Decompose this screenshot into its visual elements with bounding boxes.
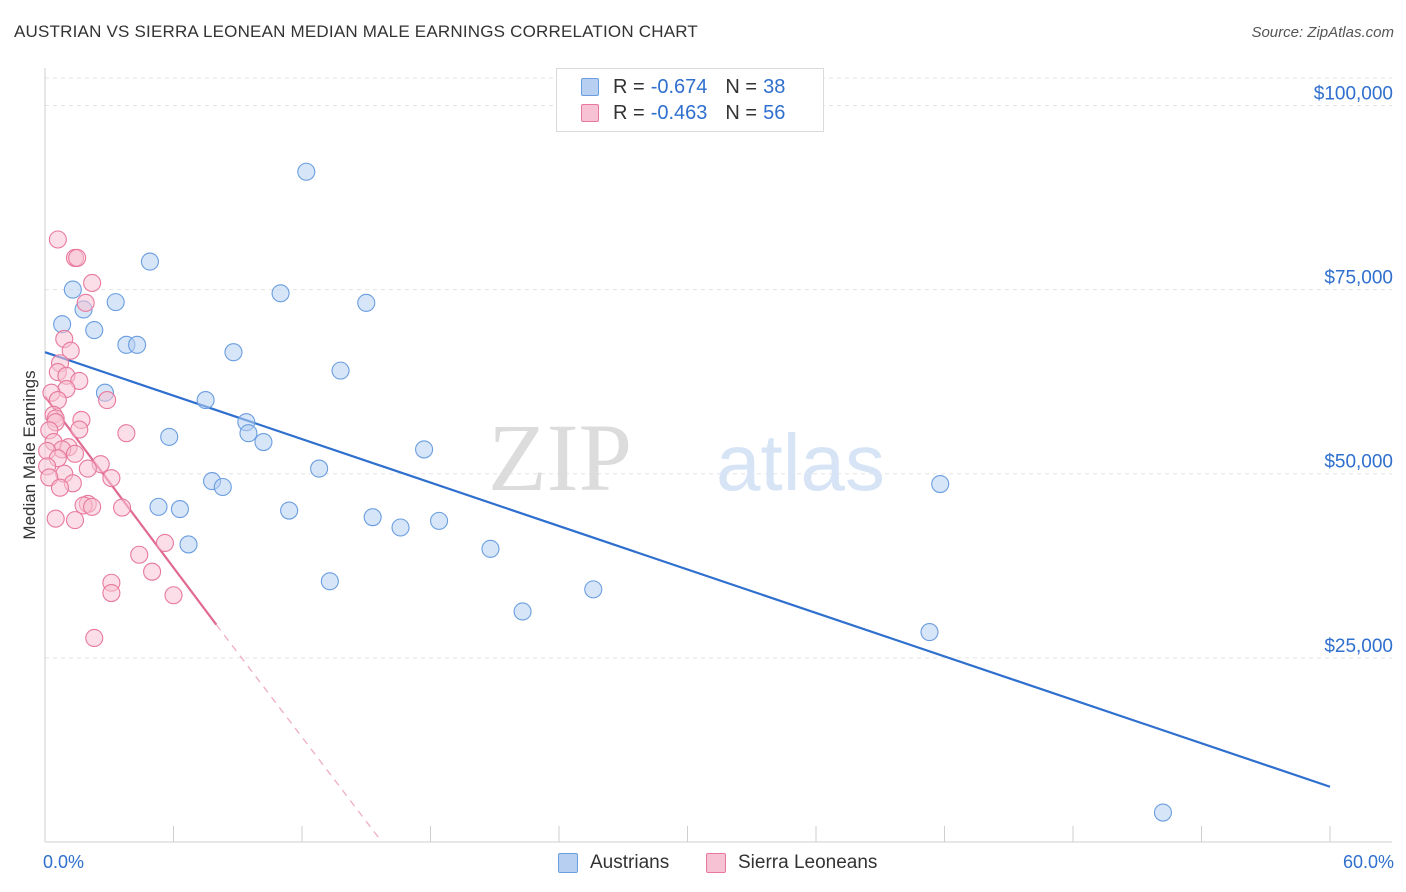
- y-tick-label: $50,000: [1324, 452, 1393, 473]
- data-point-austrians[interactable]: [1153, 803, 1172, 822]
- data-point-sierra-leoneans[interactable]: [130, 545, 149, 564]
- data-point-austrians[interactable]: [213, 477, 232, 497]
- data-point-sierra-leoneans[interactable]: [102, 583, 121, 603]
- watermark-atlas: atlas: [716, 418, 885, 507]
- data-point-sierra-leoneans[interactable]: [65, 511, 85, 530]
- data-point-austrians[interactable]: [357, 293, 376, 312]
- legend-r-value: -0.463: [650, 101, 708, 124]
- data-point-austrians[interactable]: [297, 162, 316, 181]
- y-tick-label: $75,000: [1324, 268, 1393, 289]
- y-tick-label: $25,000: [1324, 636, 1393, 657]
- data-point-sierra-leoneans[interactable]: [98, 391, 117, 410]
- data-point-austrians[interactable]: [106, 293, 125, 312]
- legend-row-sierra-leoneans: R = -0.463 N = 56: [581, 101, 785, 125]
- chart-source: Source: ZipAtlas.com: [1251, 24, 1394, 41]
- watermark: ZIP atlas: [488, 404, 885, 511]
- data-point-sierra-leoneans[interactable]: [143, 562, 162, 581]
- data-point-sierra-leoneans[interactable]: [83, 273, 102, 293]
- legend-row-austrians: R = -0.674 N = 38: [581, 75, 785, 99]
- data-point-austrians[interactable]: [239, 424, 258, 443]
- data-point-sierra-leoneans[interactable]: [48, 230, 67, 249]
- data-point-austrians[interactable]: [224, 343, 243, 362]
- trend-line-extension: [215, 624, 380, 839]
- data-point-austrians[interactable]: [430, 511, 449, 530]
- data-point-austrians[interactable]: [196, 391, 215, 410]
- legend-swatch-austrians: [581, 78, 599, 96]
- trend-layer: [44, 351, 1331, 839]
- data-point-sierra-leoneans[interactable]: [102, 469, 121, 488]
- data-point-austrians[interactable]: [363, 508, 382, 527]
- data-point-austrians[interactable]: [85, 321, 104, 340]
- data-point-austrians[interactable]: [920, 623, 939, 642]
- legend-n-label: N =: [725, 101, 758, 124]
- data-point-sierra-leoneans[interactable]: [155, 533, 174, 553]
- data-point-austrians[interactable]: [584, 580, 603, 599]
- legend-swatch-austrians: [558, 853, 578, 873]
- chart-title: AUSTRIAN VS SIERRA LEONEAN MEDIAN MALE E…: [14, 22, 699, 41]
- data-point-austrians[interactable]: [513, 602, 532, 621]
- legend-label-sierra-leoneans: Sierra Leoneans: [738, 852, 878, 873]
- data-point-austrians[interactable]: [481, 539, 500, 558]
- data-point-austrians[interactable]: [140, 252, 159, 271]
- data-point-sierra-leoneans[interactable]: [68, 248, 87, 267]
- legend-n-label: N =: [725, 75, 758, 98]
- x-tick-label-min: 0.0%: [43, 852, 85, 872]
- data-point-sierra-leoneans[interactable]: [50, 478, 70, 497]
- legend-n-value: 56: [763, 101, 786, 124]
- data-point-sierra-leoneans[interactable]: [78, 459, 97, 478]
- grid-layer: [45, 77, 1392, 659]
- data-point-austrians[interactable]: [280, 501, 299, 520]
- legend-n-value: 38: [763, 75, 786, 98]
- x-tick-label-max: 60.0%: [1342, 852, 1394, 872]
- legend-swatch-sierra-leoneans: [581, 104, 599, 122]
- data-point-sierra-leoneans[interactable]: [61, 341, 80, 360]
- legend-r-value: -0.674: [650, 75, 708, 98]
- data-point-austrians[interactable]: [931, 474, 950, 494]
- legend-item-sierra-leoneans[interactable]: Sierra Leoneans: [706, 852, 877, 874]
- data-point-sierra-leoneans[interactable]: [46, 509, 65, 528]
- data-point-austrians[interactable]: [391, 518, 410, 537]
- data-point-austrians[interactable]: [160, 427, 179, 446]
- y-tick-label: $100,000: [1314, 83, 1393, 104]
- correlation-legend: R = -0.674 N = 38 R = -0.463 N = 56: [556, 68, 824, 132]
- data-point-austrians[interactable]: [331, 361, 350, 380]
- data-point-sierra-leoneans[interactable]: [113, 498, 132, 517]
- data-point-austrians[interactable]: [128, 335, 147, 354]
- data-point-sierra-leoneans[interactable]: [65, 444, 85, 463]
- data-point-sierra-leoneans[interactable]: [164, 586, 183, 605]
- data-point-austrians[interactable]: [320, 572, 339, 591]
- legend-r-label: R =: [613, 101, 645, 124]
- y-axis-label: Median Male Earnings: [20, 370, 39, 540]
- data-point-austrians[interactable]: [415, 440, 434, 459]
- data-point-austrians[interactable]: [170, 500, 189, 519]
- data-point-austrians[interactable]: [254, 433, 273, 452]
- watermark-zip: ZIP: [488, 404, 632, 511]
- data-point-sierra-leoneans[interactable]: [76, 293, 95, 312]
- data-point-austrians[interactable]: [271, 284, 290, 303]
- data-point-austrians[interactable]: [310, 459, 329, 478]
- data-point-sierra-leoneans[interactable]: [70, 420, 89, 439]
- trend-line-austrians: [44, 351, 1331, 788]
- series-legend: Austrians Sierra Leoneans: [0, 852, 1406, 878]
- legend-item-austrians[interactable]: Austrians: [558, 852, 669, 874]
- legend-label-austrians: Austrians: [590, 852, 670, 873]
- data-point-sierra-leoneans[interactable]: [70, 371, 89, 390]
- data-point-sierra-leoneans[interactable]: [83, 497, 102, 516]
- legend-swatch-sierra-leoneans: [706, 853, 726, 873]
- data-point-austrians[interactable]: [149, 497, 168, 516]
- data-point-sierra-leoneans[interactable]: [85, 628, 104, 648]
- data-point-austrians[interactable]: [63, 280, 82, 299]
- axis-layer: $25,000 $50,000 $75,000 $100,000: [44, 68, 1393, 843]
- data-point-austrians[interactable]: [179, 535, 198, 554]
- data-point-sierra-leoneans[interactable]: [117, 424, 136, 443]
- legend-r-label: R =: [613, 75, 645, 98]
- points-layer: [38, 162, 1172, 822]
